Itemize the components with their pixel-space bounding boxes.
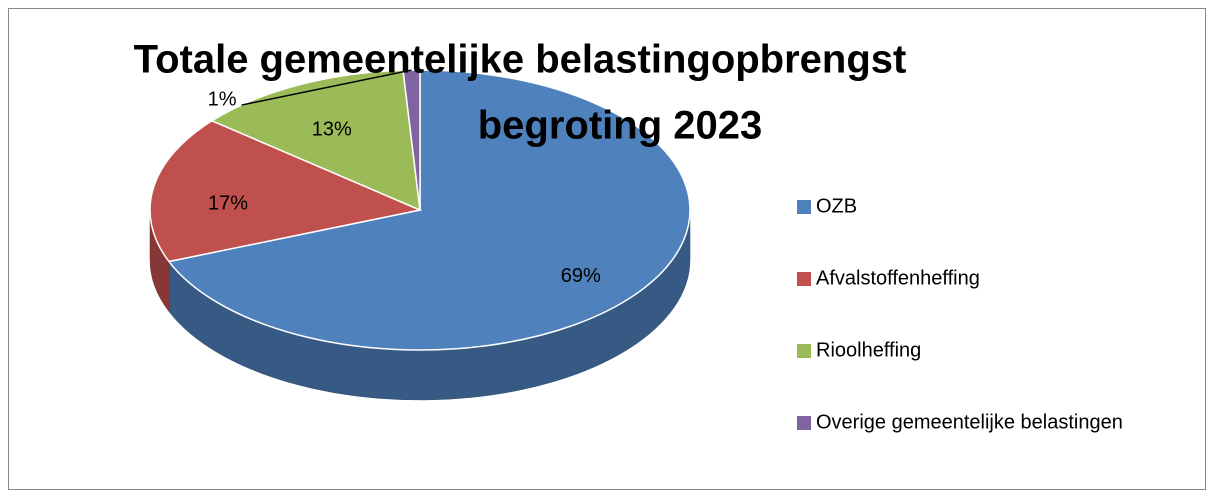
chart-title: Totale gemeentelijke belastingopbrengst: [134, 38, 907, 82]
legend-swatch: [797, 344, 811, 358]
legend-swatch: [797, 200, 811, 214]
legend-label: Rioolheffing: [816, 339, 921, 361]
leader-line: [241, 69, 412, 106]
slice-top: [402, 69, 421, 211]
data-label: 69%: [561, 265, 601, 287]
data-label: 13%: [312, 118, 352, 140]
pie-slice: [210, 69, 421, 212]
legend-label: Afvalstoffenheffing: [816, 267, 980, 289]
slice-top: [149, 119, 423, 263]
slice-top: [167, 69, 691, 351]
legend-label: OZB: [816, 195, 857, 217]
pie: [149, 69, 691, 401]
slice-top: [210, 69, 421, 212]
pie-slice: [402, 69, 421, 211]
data-label: 1%: [208, 88, 237, 110]
pie-slice: [149, 119, 423, 313]
legend-swatch: [797, 272, 811, 286]
legend-label: Overige gemeentelijke belastingen: [816, 411, 1123, 433]
legend-swatch: [797, 416, 811, 430]
data-label: 17%: [208, 193, 248, 215]
chart-title: begroting 2023: [478, 104, 763, 148]
